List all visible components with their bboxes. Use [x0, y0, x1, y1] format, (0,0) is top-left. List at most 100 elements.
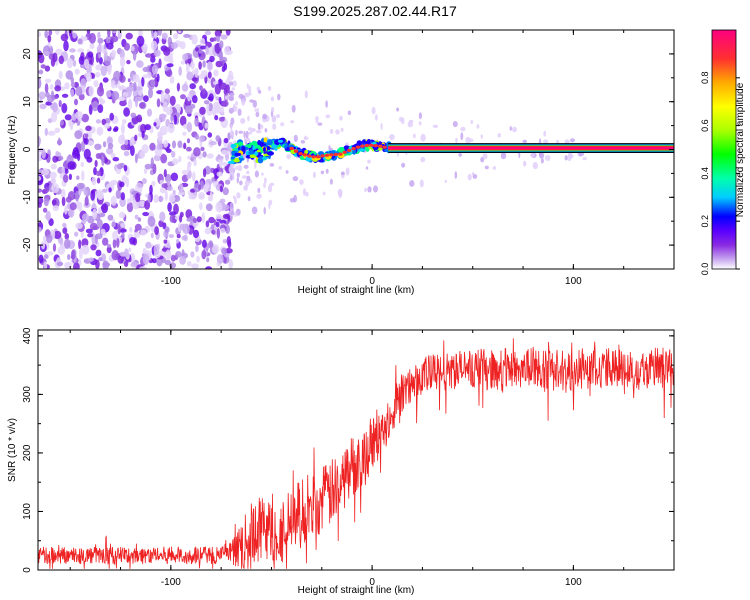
noise-blob	[106, 243, 112, 248]
noise-blob	[85, 125, 92, 132]
noise-blob	[111, 30, 117, 34]
scatter-blob	[251, 206, 258, 215]
noise-blob	[38, 77, 42, 89]
noise-blob	[44, 83, 49, 94]
noise-blob	[55, 151, 60, 157]
noise-blob	[47, 130, 56, 136]
noise-blob	[221, 247, 228, 255]
noise-blob	[181, 170, 189, 175]
noise-blob	[50, 163, 57, 170]
scatter-blob	[500, 152, 507, 160]
noise-blob	[43, 261, 48, 269]
noise-blob	[77, 48, 84, 53]
noise-blob	[150, 40, 158, 51]
noise-blob	[67, 161, 76, 170]
noise-blob	[141, 43, 148, 52]
carrier-blob	[271, 144, 278, 149]
scatter-blob	[396, 107, 400, 112]
noise-blob	[161, 32, 168, 40]
y-tick-label: 400	[22, 327, 33, 344]
noise-blob	[193, 147, 201, 157]
noise-blob	[177, 140, 183, 149]
spectrogram-ylabel: Frequency (Hz)	[7, 116, 18, 185]
carrier-blob	[261, 156, 269, 160]
noise-blob	[86, 156, 93, 163]
noise-blob	[165, 148, 172, 153]
noise-blob	[214, 102, 221, 113]
noise-blob	[64, 114, 72, 121]
noise-blob	[50, 177, 57, 184]
noise-blob	[91, 73, 96, 79]
noise-blob	[202, 168, 207, 178]
noise-blob	[159, 211, 166, 222]
noise-blob	[105, 118, 111, 124]
noise-blob	[163, 47, 171, 56]
scatter-blob	[236, 177, 239, 184]
noise-blob	[179, 115, 187, 126]
noise-blob	[38, 31, 41, 38]
noise-blob	[137, 217, 142, 222]
noise-blob	[61, 196, 66, 207]
noise-blob	[38, 196, 44, 205]
noise-blob	[125, 177, 130, 188]
scatter-blob	[522, 139, 527, 144]
noise-blob	[220, 105, 225, 115]
scatter-blob	[325, 100, 328, 108]
noise-blob	[62, 227, 68, 234]
carrier-peak	[373, 144, 378, 148]
scatter-blob	[244, 136, 250, 142]
carrier-blob	[262, 146, 267, 153]
noise-blob	[209, 37, 215, 43]
noise-blob	[128, 247, 132, 253]
noise-blob	[118, 96, 126, 102]
noise-blob	[208, 89, 214, 95]
carrier-band-core	[388, 147, 674, 150]
noise-blob	[112, 157, 120, 162]
noise-blob	[179, 41, 186, 50]
scatter-blob	[337, 188, 343, 197]
noise-blob	[194, 117, 199, 127]
noise-blob	[75, 111, 83, 120]
noise-blob	[142, 74, 148, 79]
noise-blob	[93, 80, 99, 88]
noise-blob	[60, 33, 69, 42]
noise-blob	[222, 239, 227, 244]
noise-blob	[97, 207, 101, 215]
noise-blob	[157, 195, 164, 202]
carrier-blob	[233, 144, 237, 148]
carrier-blob	[241, 146, 246, 152]
noise-blob	[52, 243, 57, 252]
noise-blob	[193, 112, 200, 118]
noise-blob	[177, 30, 182, 34]
scatter-blob	[340, 171, 345, 176]
colorbar-ticks: 0.0 0.2 0.4 0.6 0.8	[700, 72, 740, 275]
noise-blob	[211, 229, 216, 235]
noise-blob	[144, 124, 152, 131]
noise-blob	[127, 98, 133, 110]
scatter-blob	[230, 123, 233, 132]
noise-blob	[88, 257, 94, 262]
noise-blob	[90, 189, 96, 201]
noise-blob	[75, 190, 80, 202]
noise-blob	[219, 198, 226, 204]
carrier-peak	[338, 152, 343, 156]
noise-blob	[142, 211, 150, 217]
carrier-blob	[248, 151, 255, 155]
carrier-peak	[351, 147, 356, 151]
carrier-peak	[311, 155, 316, 159]
noise-blob	[161, 183, 168, 189]
noise-blob	[147, 193, 151, 203]
noise-blob	[78, 55, 85, 65]
noise-blob	[94, 71, 101, 78]
noise-blob	[172, 140, 176, 149]
noise-blob	[151, 180, 156, 187]
noise-blob	[153, 122, 157, 127]
noise-blob	[69, 202, 77, 211]
scatter-blob	[257, 187, 261, 193]
scatter-blob	[236, 192, 241, 199]
scatter-blob	[312, 171, 316, 179]
noise-blob	[78, 201, 83, 213]
noise-blob	[216, 155, 224, 160]
scatter-blob	[340, 127, 344, 132]
